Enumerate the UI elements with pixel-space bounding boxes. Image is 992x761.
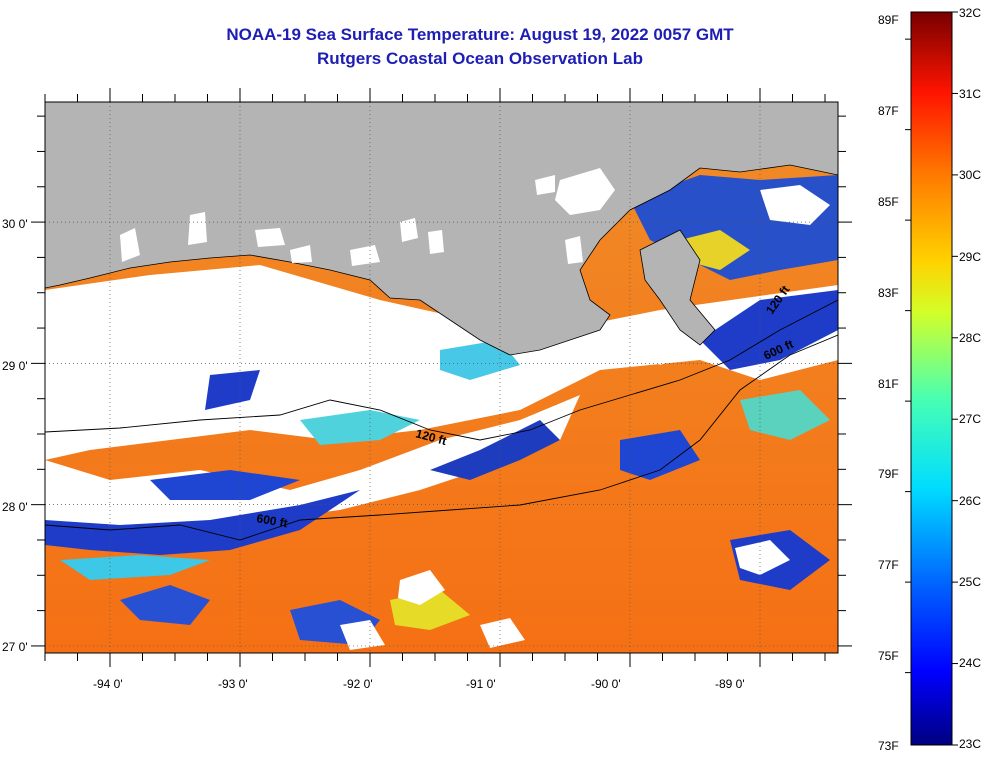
cool-water-patch [45,490,360,555]
mid-temp-patch [60,555,210,580]
colorbar-c-label: 30C [959,168,982,182]
lake [400,218,418,242]
colorbar-c-label: 23C [959,737,982,751]
cool-water-patch [150,470,300,500]
colorbar [910,11,953,746]
lat-label: 29 0' [2,359,28,373]
lake [350,245,380,266]
lake [290,245,312,263]
gridlines [45,102,838,653]
lake [255,228,285,247]
lon-label: -93 0' [218,677,248,691]
colorbar-f-label: 81F [878,377,899,391]
map-imagery [45,102,838,653]
cool-water-patch [700,290,838,370]
colorbar-c-label: 31C [959,87,982,101]
axis-ticks [31,88,852,667]
lat-label: 27 0' [2,640,28,654]
lake [428,230,444,254]
colorbar-c-label: 28C [959,331,982,345]
cloud-puff [480,618,525,648]
colorbar-ticks [905,11,958,746]
lat-label: 28 0' [2,500,28,514]
land-mass [45,102,838,356]
colorbar-f-label: 77F [878,558,899,572]
colorbar-f-label: 73F [878,739,899,753]
chart-subtitle: Rutgers Coastal Ocean Observation Lab [317,49,643,68]
lake [565,236,583,264]
lake [555,168,615,215]
cloud-puff [760,185,830,225]
lake [188,212,207,245]
chart-title: NOAA-19 Sea Surface Temperature: August … [226,25,734,44]
colorbar-c-label: 26C [959,494,982,508]
cloud-puff [640,335,690,365]
colorbar-f-label: 83F [878,286,899,300]
contour-label: 600 ft [255,511,288,530]
lon-label: -94 0' [93,677,123,691]
colorbar-f-label: 79F [878,467,899,481]
colorbar-f-label: 85F [878,195,899,209]
colorbar-c-label: 25C [959,575,982,589]
cloud-puff [735,540,790,575]
contour-600ft [45,334,838,541]
mid-temp-patch [740,390,830,440]
cloud-puff [340,620,385,650]
lake [120,228,140,262]
cool-water-patch [620,430,700,480]
colorbar-f-label: 89F [878,13,899,27]
cloud-puff [398,570,445,605]
colorbar-f-label: 75F [878,649,899,663]
colorbar-c-label: 32C [959,6,982,20]
colorbar-c-label: 24C [959,656,982,670]
colorbar-c-label: 27C [959,412,982,426]
colorbar-c-label: 29C [959,250,982,264]
lake [535,175,555,195]
cool-water-patch [205,370,260,410]
contour-120ft [45,299,838,441]
lon-label: -90 0' [591,677,621,691]
lon-label: -92 0' [343,677,373,691]
map-frame [44,101,839,654]
lon-label: -91 0' [466,677,496,691]
lon-label: -89 0' [715,677,745,691]
land-mass [639,229,716,346]
cool-water-patch [120,585,210,625]
mid-temp-patch [300,410,420,445]
colorbar-f-label: 87F [878,104,899,118]
lat-label: 30 0' [2,217,28,231]
cool-water-patch [430,420,560,480]
